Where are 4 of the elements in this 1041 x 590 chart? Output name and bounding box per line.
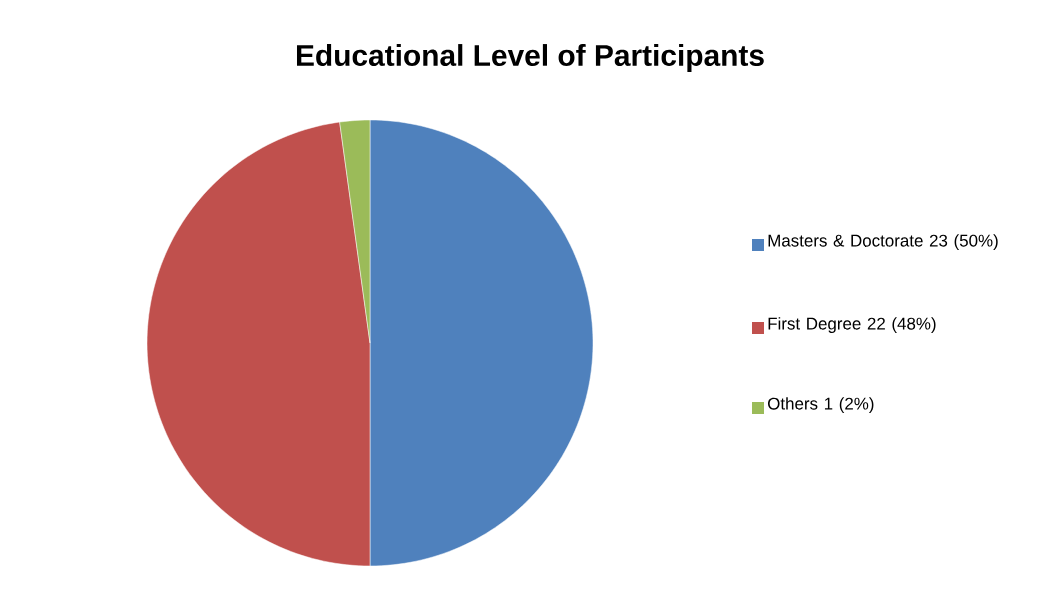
legend-label: Others 1 (2%) — [768, 397, 874, 413]
chart-title: Educational Level of Participants — [297, 44, 764, 72]
legend-label: Masters & Doctorate 23 (50%) — [768, 234, 998, 250]
legend-label: First Degree 22 (48%) — [768, 317, 936, 333]
